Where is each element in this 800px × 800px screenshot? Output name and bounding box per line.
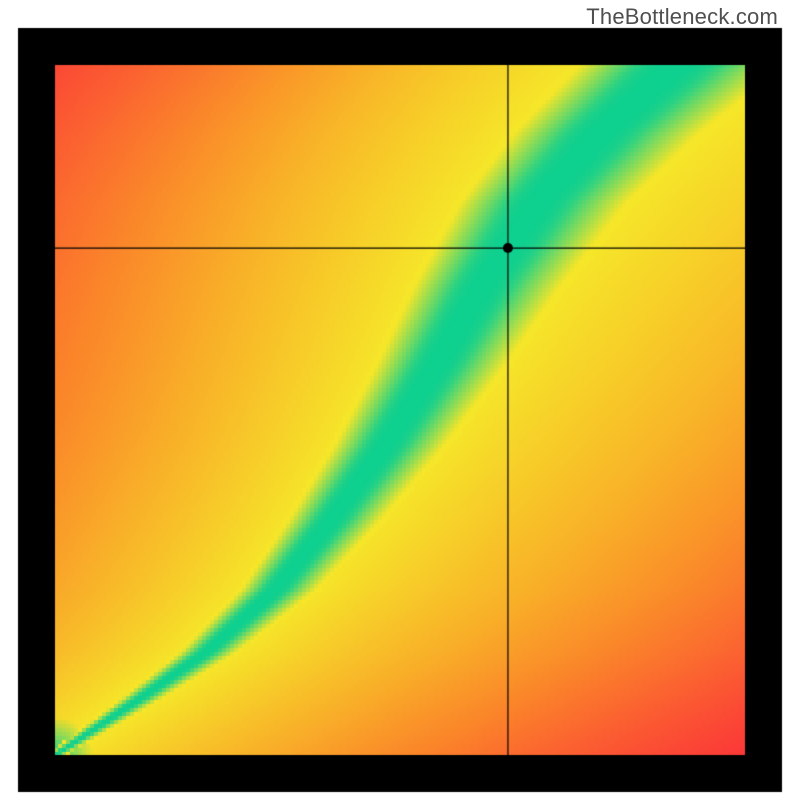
chart-container: { "watermark": { "text": "TheBottleneck.…	[0, 0, 800, 800]
watermark-text: TheBottleneck.com	[586, 4, 778, 30]
bottleneck-heatmap	[0, 0, 800, 800]
